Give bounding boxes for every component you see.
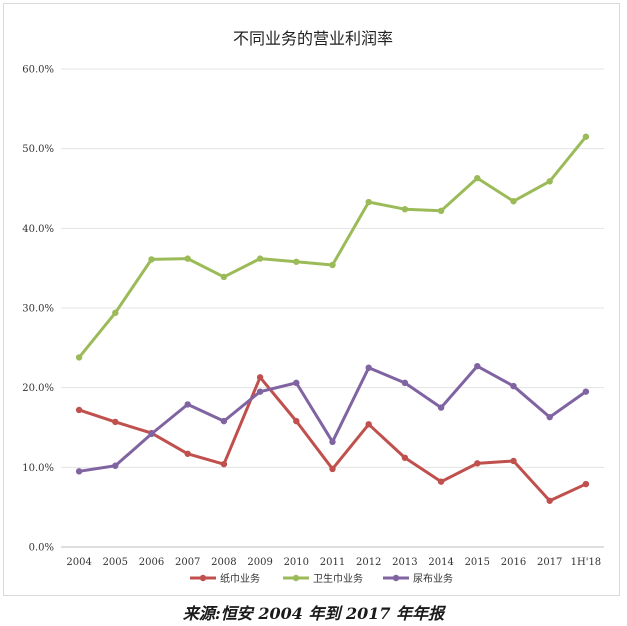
data-point (293, 417, 300, 425)
legend-label: 卫生巾业务 (313, 572, 363, 585)
source-caption: 来源:恒安 2004 年到 2017 年年报 (182, 604, 445, 623)
data-point (401, 206, 409, 213)
data-point (582, 133, 590, 140)
y-tick-label: 50.0% (22, 144, 54, 155)
data-point (256, 255, 264, 262)
data-point (184, 255, 191, 262)
series-line (77, 135, 588, 359)
legend-item: 尿布业务 (383, 572, 453, 585)
data-point (75, 468, 83, 475)
x-tick-label: 2007 (175, 557, 200, 568)
data-point (474, 460, 481, 467)
data-point (365, 364, 372, 371)
data-point (582, 480, 590, 488)
y-tick-label: 10.0% (22, 463, 54, 474)
data-point (510, 382, 517, 390)
line-chart: 不同业务的营业利润率 0.0% 10.0% 20.0% 30.0% 40.0% 50.0%… (22, 29, 604, 585)
chart-title: 不同业务的营业利润率 (233, 29, 393, 48)
y-tick-label: 20.0% (22, 383, 54, 394)
data-point (546, 178, 553, 185)
data-point (546, 497, 553, 504)
y-tick-label: 60.0% (22, 65, 54, 76)
chart-frame: 不同业务的营业利润率 0.0% 10.0% 20.0% 30.0% 40.0% 50.0%… (3, 3, 620, 596)
legend-item: 纸巾业务 (190, 572, 260, 585)
y-tick-label: 40.0% (22, 224, 54, 235)
data-point (75, 354, 83, 361)
data-point (546, 413, 553, 421)
data-point (184, 450, 191, 457)
x-tick-label: 2006 (139, 557, 164, 568)
data-point (75, 406, 83, 414)
data-point (329, 465, 336, 473)
data-point (220, 460, 228, 468)
data-point (582, 388, 590, 395)
x-tick-label: 2012 (356, 557, 381, 568)
x-tick-label: 2014 (428, 557, 453, 568)
x-tick-label: 2010 (284, 557, 309, 568)
data-point (112, 418, 119, 426)
data-point (437, 207, 445, 215)
legend-label: 尿布业务 (413, 572, 453, 585)
legend-label: 纸巾业务 (220, 572, 260, 585)
data-point (256, 388, 264, 395)
data-point (401, 379, 409, 387)
legend-item: 卫生巾业务 (283, 572, 363, 585)
x-tick-label: 2017 (537, 557, 562, 568)
x-tick-label: 2013 (392, 557, 417, 568)
data-point (510, 198, 517, 205)
x-tick-label: 2015 (465, 557, 490, 568)
x-tick-label: 2016 (501, 557, 526, 568)
data-point (474, 362, 481, 370)
legend-marker (292, 574, 300, 582)
data-point (437, 404, 445, 411)
data-point (148, 256, 155, 263)
y-tick-label: 30.0% (22, 304, 54, 315)
data-point (293, 379, 300, 387)
x-tick-label: 2005 (103, 557, 128, 568)
data-point (220, 417, 228, 425)
x-tick-label: 2004 (66, 557, 91, 568)
y-tick-label: 0.0% (29, 543, 54, 554)
data-point (401, 454, 409, 461)
legend-marker (392, 574, 400, 582)
x-tick-label: 2008 (211, 557, 236, 568)
data-point (329, 261, 336, 269)
data-point (112, 309, 119, 316)
data-point (112, 462, 119, 469)
x-tick-label: 2009 (247, 557, 272, 568)
x-tick-label: 2011 (320, 557, 345, 568)
series-group (75, 133, 590, 361)
series-line (78, 364, 587, 473)
data-point (510, 457, 517, 465)
data-point (184, 401, 191, 408)
data-point (365, 421, 372, 428)
data-point (437, 478, 445, 485)
data-point (148, 430, 155, 438)
data-point (474, 174, 481, 182)
data-point (256, 374, 264, 381)
data-point (293, 258, 300, 265)
series-group (75, 362, 590, 475)
data-point (365, 198, 372, 206)
data-point (220, 273, 228, 281)
x-tick-label: 1H'18 (571, 557, 602, 568)
legend-marker (199, 574, 207, 582)
data-point (329, 438, 336, 446)
